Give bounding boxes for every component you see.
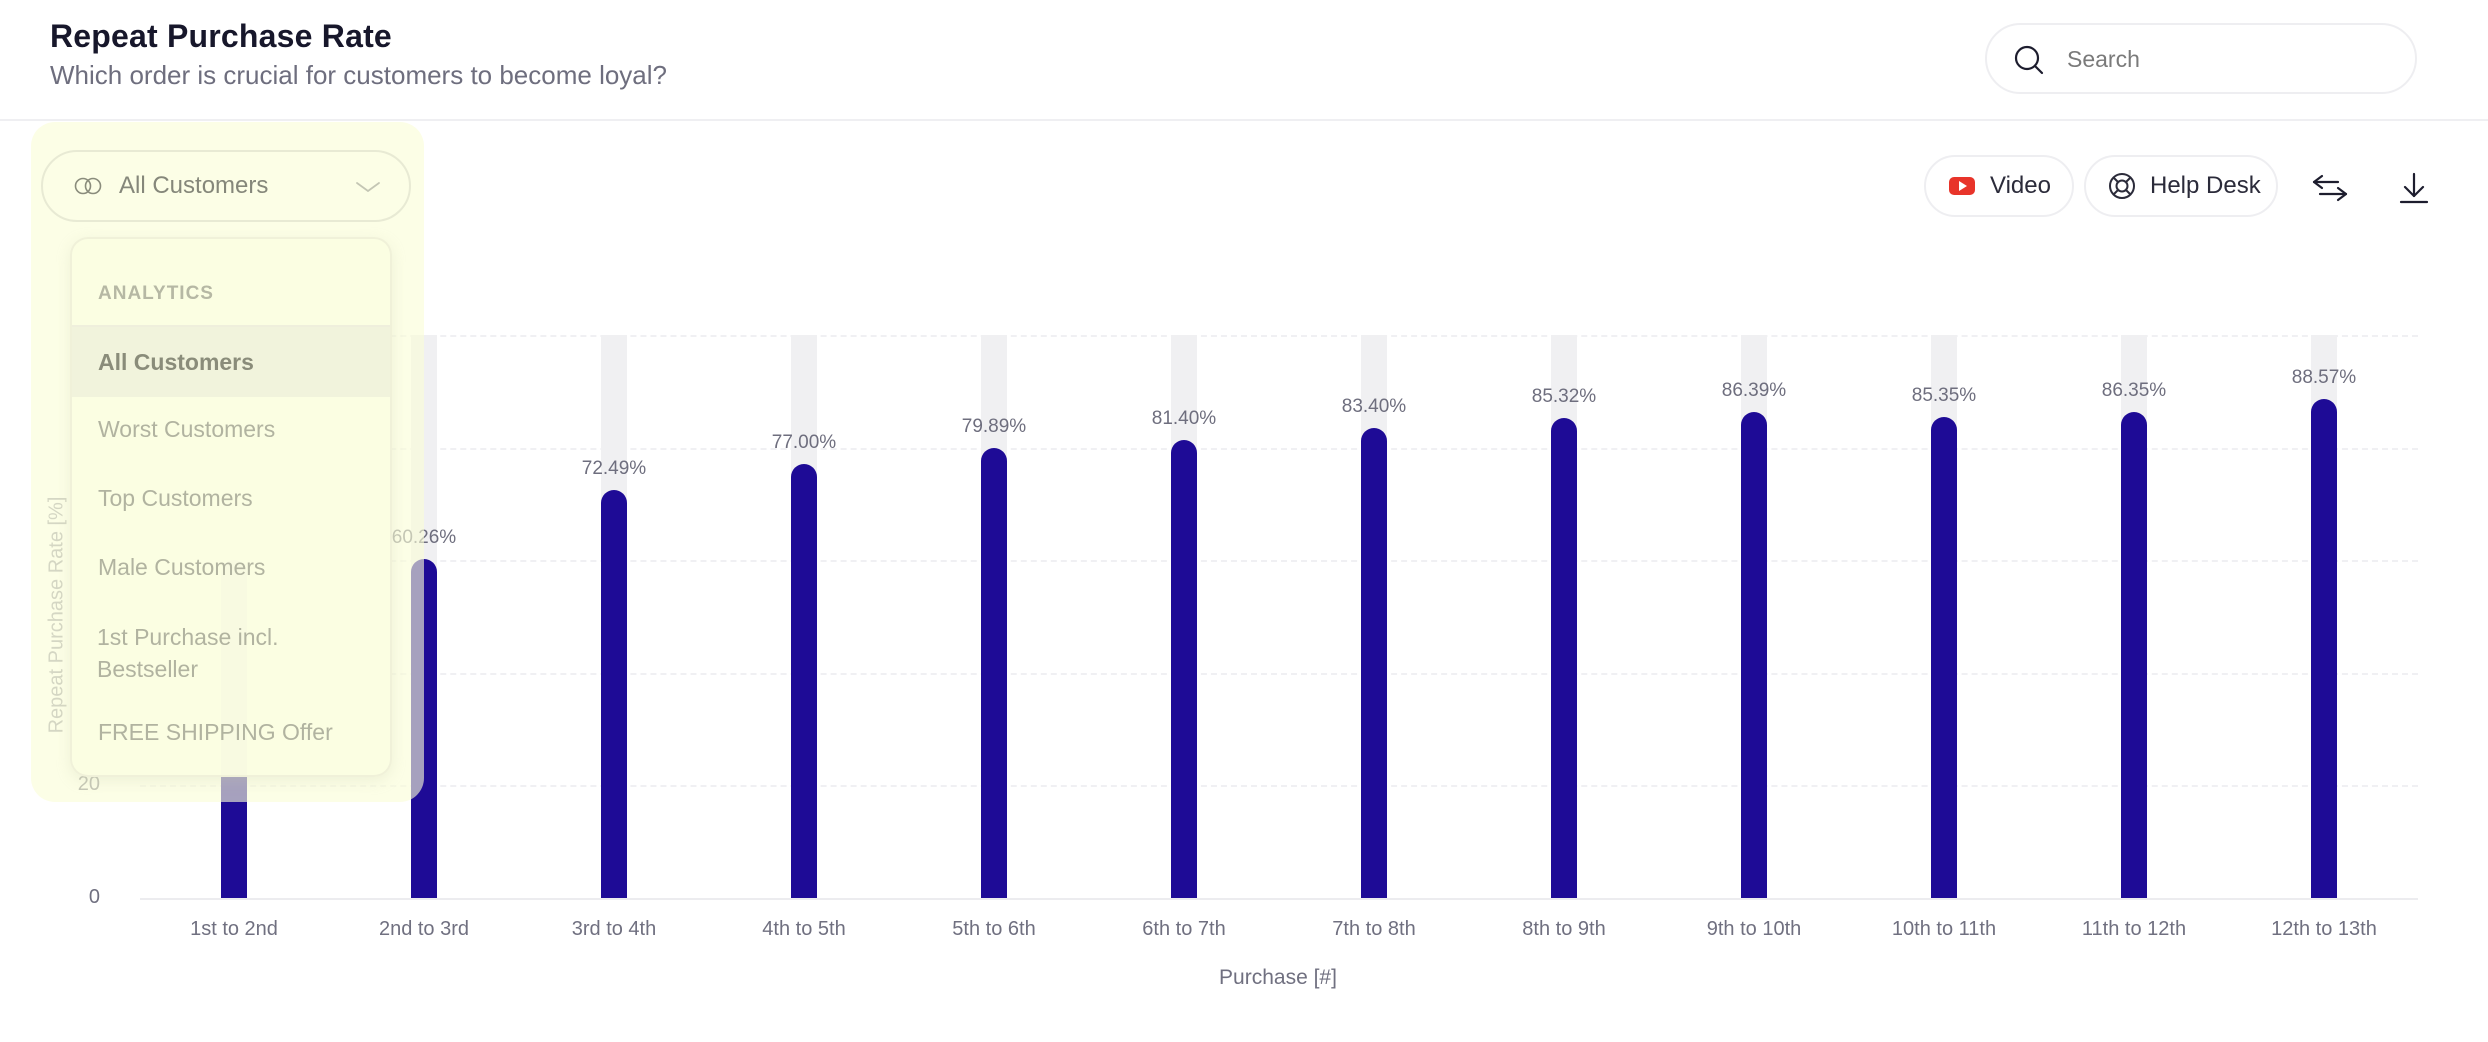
bar[interactable] <box>791 464 817 898</box>
x-tick-label: 12th to 13th <box>2271 918 2377 940</box>
page-title: Repeat Purchase Rate <box>50 18 392 54</box>
x-tick-label: 9th to 10th <box>1706 918 1802 940</box>
bar[interactable] <box>981 448 1007 898</box>
x-tick-label: 1st to 2nd <box>190 918 278 940</box>
menu-item-1st-purchase-bestseller[interactable]: 1st Purchase incl. Bestseller <box>97 624 279 682</box>
x-axis-title: Purchase [#] <box>1219 966 1337 989</box>
bar[interactable] <box>601 489 627 898</box>
x-tick-label: 2nd to 3rd <box>378 918 470 940</box>
selected-segment-label: All Customers <box>119 172 269 199</box>
bar-group[interactable]: 88.57% <box>2292 335 2356 898</box>
linked-rings-icon <box>74 177 102 195</box>
gridline <box>140 785 2418 788</box>
bar-group[interactable]: 83.40% <box>1342 335 1406 898</box>
x-tick-label: 4th to 5th <box>762 918 846 940</box>
bar-value-label: 72.49% <box>581 457 647 479</box>
chevron-down-icon <box>356 182 380 193</box>
bar-value-label: 86.35% <box>2101 379 2167 401</box>
bar[interactable] <box>1361 428 1387 898</box>
download-icon[interactable] <box>2394 168 2434 208</box>
x-axis-line <box>140 898 2418 900</box>
bar-value-label: 83.40% <box>1341 396 1407 418</box>
x-tick-label: 11th to 12th <box>2081 918 2187 940</box>
bar-value-label: 88.57% <box>2291 367 2357 389</box>
bar-value-label: 85.32% <box>1531 385 1597 407</box>
bar-value-label: 81.40% <box>1151 407 1217 429</box>
bar-value-label: 86.39% <box>1721 379 1787 401</box>
menu-item-worst-customers[interactable]: Worst Customers <box>98 416 276 442</box>
bar[interactable] <box>1931 417 1957 898</box>
gridline <box>140 672 2418 675</box>
page-header: Repeat Purchase Rate Which order is cruc… <box>0 0 2488 121</box>
menu-divider <box>72 325 390 327</box>
youtube-play-icon <box>1949 177 1975 195</box>
menu-item-free-shipping-offer[interactable]: FREE SHIPPING Offer <box>98 719 333 745</box>
bar[interactable] <box>1551 417 1577 898</box>
segment-selector-dropdown[interactable]: All Customers <box>41 150 411 222</box>
bar-value-label: 77.00% <box>771 432 837 454</box>
page-subtitle: Which order is crucial for customers to … <box>50 60 668 90</box>
bar-value-label: 79.89% <box>961 416 1027 438</box>
menu-item-male-customers[interactable]: Male Customers <box>98 554 266 580</box>
video-button-label: Video <box>1990 172 2051 199</box>
x-tick-label: 7th to 8th <box>1332 918 1416 940</box>
bar-group[interactable]: 81.40% <box>1152 335 1216 898</box>
menu-item-all-customers[interactable]: All Customers <box>72 327 390 397</box>
gridline <box>140 335 2418 337</box>
bar-group[interactable]: 85.35% <box>1912 335 1976 898</box>
gridline <box>140 560 2418 563</box>
help-desk-button-label: Help Desk <box>2150 172 2261 199</box>
bar-group[interactable]: 86.35% <box>2102 335 2166 898</box>
menu-item-top-customers[interactable]: Top Customers <box>98 485 253 511</box>
lifebuoy-icon <box>2109 173 2135 199</box>
bar[interactable] <box>1741 411 1767 898</box>
x-tick-label: 5th to 6th <box>952 918 1036 940</box>
y-tick-label: 0 <box>88 886 100 908</box>
menu-section-header: ANALYTICS <box>98 283 214 304</box>
bar[interactable] <box>2121 411 2147 898</box>
x-tick-label: 3rd to 4th <box>571 918 657 940</box>
bar[interactable] <box>2311 399 2337 898</box>
help-desk-button[interactable]: Help Desk <box>2084 155 2278 217</box>
bar-group[interactable]: 77.00% <box>772 335 836 898</box>
x-tick-label: 6th to 7th <box>1142 918 1226 940</box>
search-input[interactable] <box>2067 39 2397 79</box>
bar[interactable] <box>1171 439 1197 898</box>
x-tick-label: 10th to 11th <box>1891 918 1997 940</box>
swap-arrows-icon[interactable] <box>2310 168 2350 208</box>
search-icon <box>2014 45 2044 75</box>
x-tick-label: 8th to 9th <box>1522 918 1606 940</box>
bar-group[interactable]: 85.32% <box>1532 335 1596 898</box>
bar-group[interactable]: 86.39% <box>1722 335 1786 898</box>
bar-value-label: 85.35% <box>1911 385 1977 407</box>
search-box[interactable] <box>1985 23 2417 94</box>
gridline <box>140 447 2418 450</box>
segment-menu: ANALYTICS All Customers Worst Customers … <box>70 237 392 777</box>
bar-group[interactable]: 72.49% <box>582 335 646 898</box>
bar-group[interactable]: 79.89% <box>962 335 1026 898</box>
video-button[interactable]: Video <box>1924 155 2074 217</box>
